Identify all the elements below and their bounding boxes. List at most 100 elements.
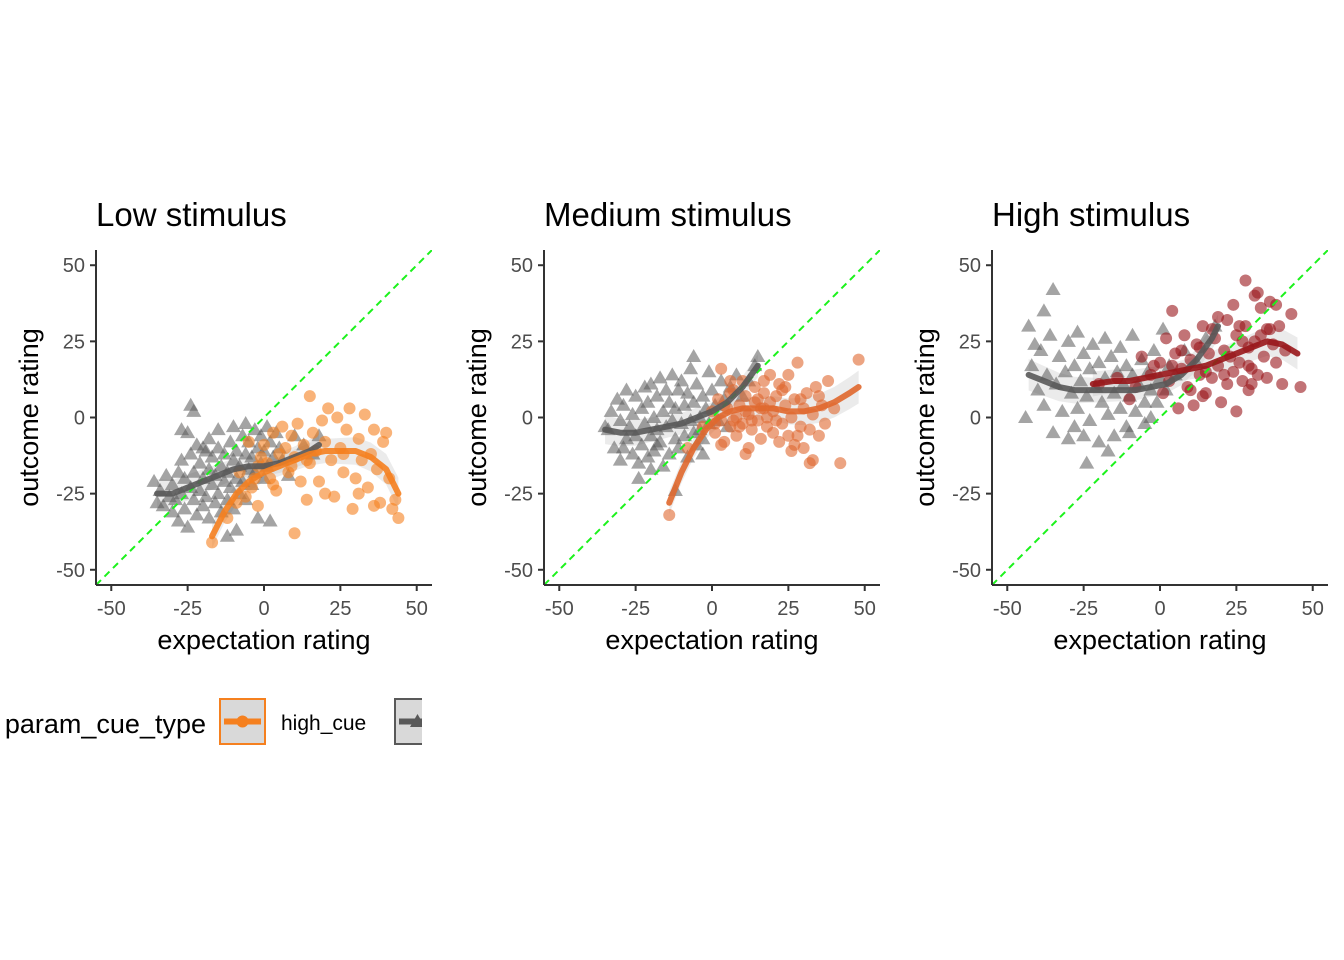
data-point-triangle (670, 382, 686, 396)
legend-key-marker (685, 716, 697, 728)
data-point-circle (367, 499, 380, 512)
data-point-circle (1160, 332, 1173, 345)
legend-key-marker (858, 714, 873, 727)
data-point-circle (767, 426, 780, 439)
x-tick-label: 50 (854, 598, 876, 620)
data-point-circle (724, 374, 737, 387)
legend-key-marker (409, 713, 422, 727)
data-point-triangle (1036, 303, 1052, 317)
fit-line-1 (1025, 323, 1222, 394)
data-point-circle (319, 487, 332, 500)
data-point-triangle (195, 440, 211, 454)
data-point-triangle (1091, 434, 1107, 448)
data-point-triangle (1045, 425, 1061, 439)
data-point-circle (1178, 329, 1191, 342)
data-point-triangle (189, 507, 205, 521)
y-tick-label: -50 (504, 560, 533, 582)
data-point-triangle (1045, 282, 1061, 296)
data-point-triangle (1143, 409, 1159, 423)
data-point-circle (730, 429, 743, 442)
legend-key-marker (1306, 714, 1321, 727)
data-point-triangle (625, 446, 641, 460)
data-point-triangle (186, 464, 202, 478)
y-tick-label: 25 (63, 331, 85, 353)
data-point-triangle (1155, 321, 1171, 335)
data-point-triangle (612, 413, 628, 427)
data-point-circle (389, 493, 402, 506)
data-point-triangle (628, 388, 644, 402)
data-point-triangle (1085, 336, 1101, 350)
x-tick-label: -50 (97, 598, 126, 620)
data-point-circle (1212, 311, 1225, 323)
data-point-triangle (1137, 394, 1153, 408)
data-point-circle (852, 353, 865, 366)
data-point-circle (1227, 365, 1240, 378)
y-tick-label: 50 (63, 255, 85, 277)
data-point-circle (1157, 387, 1170, 400)
y-axis-label: outcome rating (14, 328, 44, 507)
data-point-triangle (643, 461, 659, 475)
data-point-circle (779, 381, 792, 394)
data-point-triangle (1100, 443, 1116, 457)
x-axis-label: expectation rating (157, 625, 370, 655)
data-point-circle (791, 429, 804, 442)
legend: param_cue_type high_cue (5, 698, 422, 745)
data-point-triangle (180, 519, 196, 533)
data-point-triangle (1027, 336, 1043, 350)
data-point-circle (770, 414, 783, 427)
data-point-triangle (701, 364, 717, 378)
data-point-triangle (225, 452, 241, 466)
data-point-circle (754, 432, 767, 445)
legend: param_cue_type high_cue (901, 699, 1336, 744)
data-point-circle (794, 393, 807, 406)
data-point-circle (352, 487, 365, 500)
fit-line-0 (209, 448, 402, 540)
legend-key-other (1291, 699, 1336, 744)
data-point-circle (782, 429, 795, 442)
data-point-triangle (686, 394, 702, 408)
data-point-circle (739, 390, 752, 403)
data-point-circle (349, 472, 362, 485)
data-point-triangle (201, 461, 217, 475)
data-point-triangle (1121, 425, 1137, 439)
data-point-circle (242, 435, 255, 448)
data-point-triangle (207, 495, 223, 509)
data-point-triangle (652, 370, 668, 384)
x-tick-label: -25 (621, 598, 650, 620)
data-point-circle (1196, 320, 1209, 333)
data-point-circle (1251, 286, 1264, 299)
data-point-triangle (655, 403, 671, 417)
data-point-triangle (1060, 431, 1076, 445)
data-point-triangle (247, 422, 263, 436)
data-point-triangle (201, 431, 217, 445)
data-point-circle (258, 438, 270, 451)
data-point-triangle (192, 483, 208, 497)
data-point-triangle (1124, 327, 1141, 341)
data-point-circle (239, 490, 252, 503)
data-point-circle (794, 420, 807, 433)
data-point-triangle (1079, 388, 1095, 402)
data-point-triangle (625, 406, 641, 420)
data-point-circle (715, 362, 728, 375)
chart-panel: Low stimulus -50 -25 0 25 50 -50 -25 0 25 50 expect… (5, 196, 432, 745)
data-point-circle (291, 417, 304, 430)
data-point-circle (1245, 378, 1258, 390)
data-point-circle (377, 435, 390, 448)
data-point-circle (251, 499, 264, 512)
plot-area (992, 250, 1328, 585)
data-point-circle (709, 426, 722, 439)
data-point-triangle (170, 513, 187, 527)
data-point-triangle (210, 422, 226, 436)
data-point-circle (267, 478, 280, 491)
fit-line-0 (666, 384, 862, 506)
data-point-triangle (673, 373, 689, 387)
data-point-circle (785, 445, 798, 457)
data-point-triangle (238, 416, 254, 430)
data-point-circle (328, 490, 341, 503)
data-point-triangle (228, 522, 245, 536)
data-point-triangle (646, 409, 662, 423)
y-tick-label: -50 (952, 560, 981, 582)
data-point-circle (745, 414, 758, 427)
data-point-triangle (1051, 349, 1067, 363)
data-point-circle (1196, 390, 1209, 403)
